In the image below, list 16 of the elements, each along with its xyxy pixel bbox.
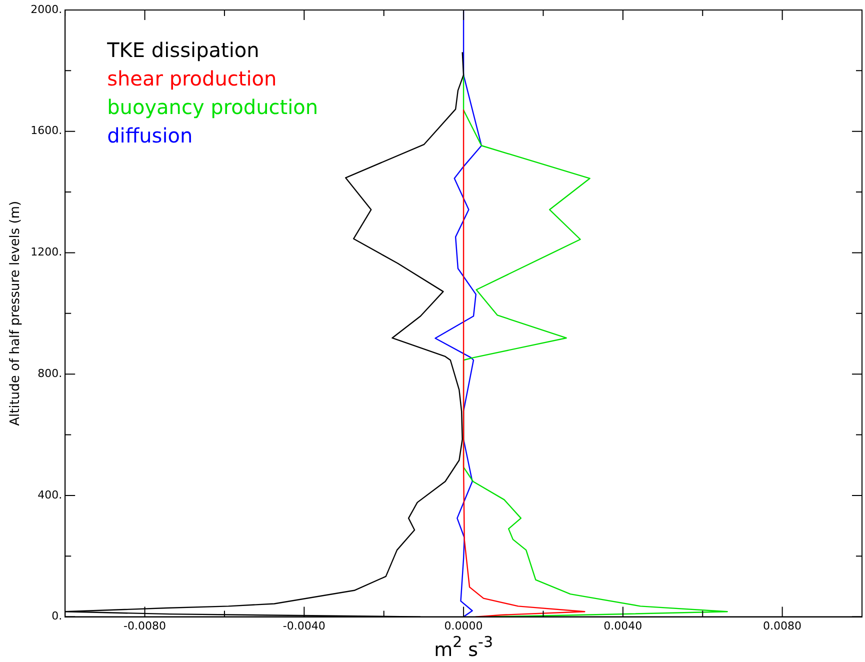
y-tick-label: 800. <box>38 366 62 380</box>
text: buoyancy production <box>107 95 318 120</box>
text: diffusion <box>107 124 193 148</box>
x-tick-label: -0.0080 <box>124 619 166 632</box>
x-tick-label: 0.0040 <box>604 619 642 632</box>
y-tick-label: 1200. <box>30 246 62 259</box>
y-tick-label: 2000. <box>30 2 62 16</box>
text: shear production <box>107 66 277 91</box>
legend-label: TKE dissipation <box>106 38 260 62</box>
y-tick-label: 1600. <box>30 124 62 138</box>
x-tick-label: -0.0040 <box>282 619 326 632</box>
x-tick-label: 0.0000 <box>444 619 483 632</box>
y-tick-label: 400. <box>38 488 62 502</box>
x-tick-label: 0.0080 <box>763 619 802 632</box>
y-tick-label: 0. <box>52 610 62 623</box>
y-axis-title: Altitude of half pressure levels (m) <box>8 200 24 426</box>
